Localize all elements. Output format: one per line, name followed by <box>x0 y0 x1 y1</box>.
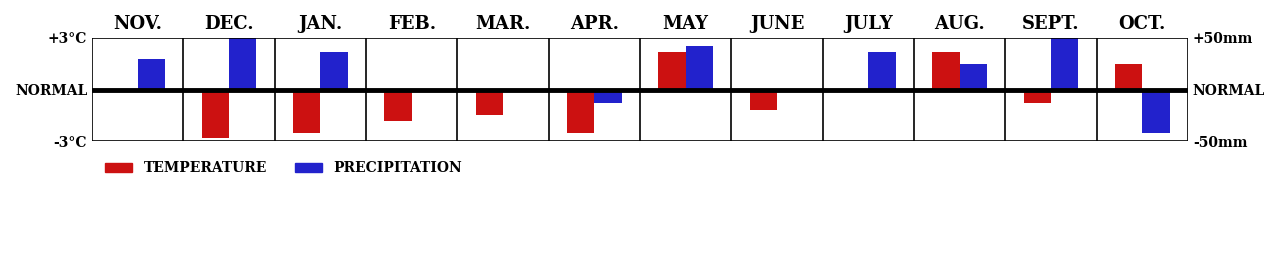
Legend: TEMPERATURE, PRECIPITATION: TEMPERATURE, PRECIPITATION <box>99 156 468 181</box>
Bar <box>1051 29 1078 90</box>
Bar <box>960 64 987 90</box>
Bar <box>567 90 594 133</box>
Bar <box>320 52 348 90</box>
Bar <box>476 90 503 115</box>
Bar <box>1142 90 1170 133</box>
Bar <box>932 52 960 90</box>
Bar <box>868 52 896 90</box>
Bar <box>202 90 229 138</box>
Bar <box>658 52 686 90</box>
Bar <box>1024 90 1051 103</box>
Bar <box>138 59 165 90</box>
Bar <box>293 90 320 133</box>
Bar <box>686 46 713 90</box>
Bar <box>750 90 777 110</box>
Bar <box>229 38 256 90</box>
Bar <box>384 90 412 121</box>
Bar <box>594 90 622 103</box>
Bar <box>1115 64 1142 90</box>
